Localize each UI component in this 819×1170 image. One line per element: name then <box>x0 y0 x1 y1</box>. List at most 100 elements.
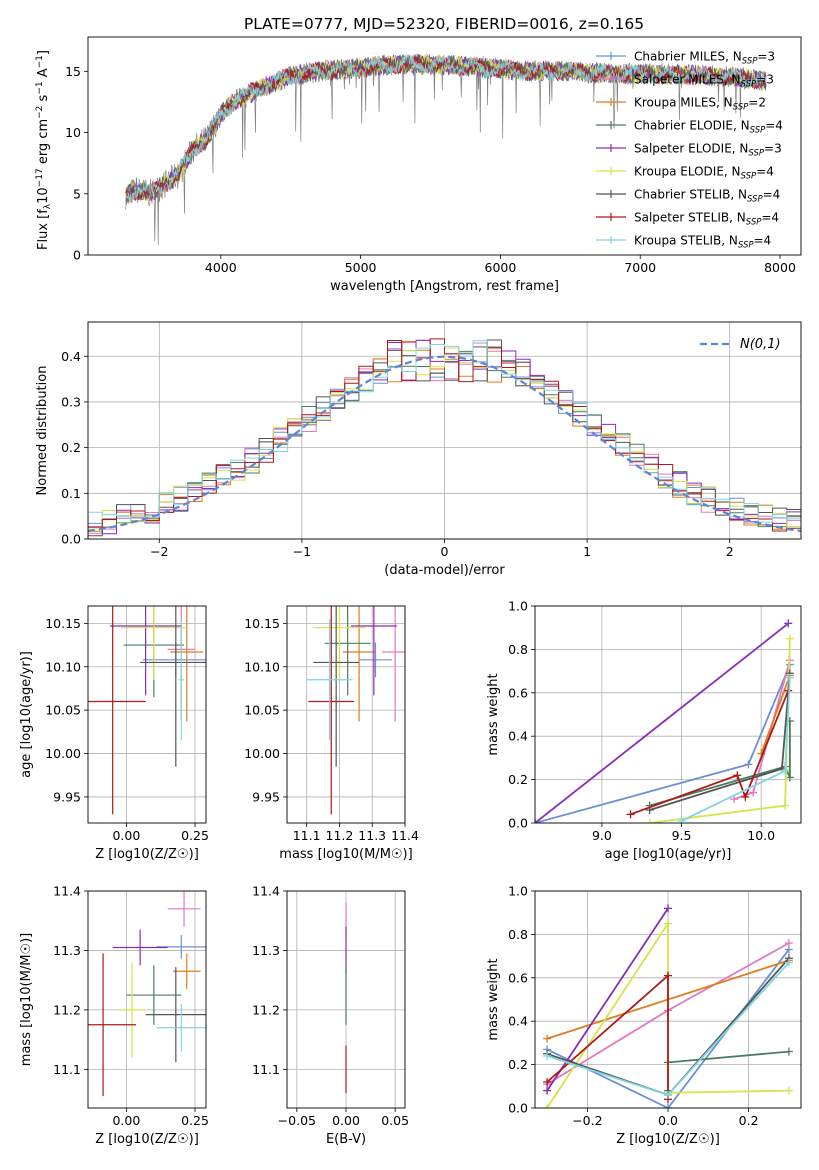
x-tick-label: 2 <box>726 544 734 559</box>
axes-frame <box>534 605 802 824</box>
y-axis-label: Normed distribution <box>35 366 50 496</box>
y-tick-label: 10.00 <box>45 746 81 761</box>
y-tick-label: 0.3 <box>61 394 81 409</box>
errorbar-point <box>359 642 392 678</box>
legend-label: Salpeter ELODIE, NSSP=3 <box>634 142 782 159</box>
y-tick-label: 1.0 <box>508 599 528 614</box>
panel-mass-vs-z: 0.00 0.25 11.1 11.2 11.3 11.4 Z [log10(Z/Z☉)] m… <box>19 884 209 1148</box>
legend-label: Chabrier ELODIE, NSSP=4 <box>634 119 783 136</box>
x-tick-label: 0.0 <box>658 1113 678 1128</box>
y-tick-label: 1.0 <box>508 884 528 899</box>
errorbar-point <box>324 606 371 696</box>
x-tick-label: 11.1 <box>293 828 321 843</box>
errorbar-point <box>145 967 206 1063</box>
y-tick-label: 10.00 <box>244 746 280 761</box>
panel-weight-vs-age: 9.0 9.5 10.0 0.0 0.2 0.4 0.6 0.8 1.0 age [log10(a… <box>486 599 802 862</box>
panel-spectrum: 4000 5000 6000 7000 8000 0 5 10 15 wavelength [An… <box>35 36 802 294</box>
errorbar-point <box>382 606 405 722</box>
x-axis-label: Z [log10(Z/Z☉)] <box>95 1132 199 1147</box>
errorbar-point <box>118 962 146 1058</box>
x-axis-label: E(B-V) <box>326 1132 366 1147</box>
y-axis-label: mass [log10(M/M☉)] <box>19 933 34 1066</box>
figure-title: PLATE=0777, MJD=52320, FIBERID=0016, z=0… <box>244 15 644 33</box>
x-axis-label: Z [log10(Z/Z☉)] <box>616 1132 720 1147</box>
y-tick-label: 10.10 <box>244 659 280 674</box>
x-tick-label: 0 <box>441 544 449 559</box>
normal-curve <box>87 355 802 533</box>
y-tick-label: 10.05 <box>45 703 81 718</box>
y-tick-label: 11.2 <box>53 1002 81 1017</box>
y-tick-label: 0.2 <box>508 1057 528 1072</box>
y-tick-label: 10.10 <box>45 659 81 674</box>
y-tick-label: 15 <box>65 64 81 79</box>
panel-age-vs-mass: 11.1 11.2 11.3 11.4 9.95 10.00 10.05 10.10 10.15… <box>244 605 419 862</box>
y-tick-label: 0.8 <box>508 642 528 657</box>
errorbar-point <box>350 606 397 696</box>
weight-series-8 <box>677 673 794 823</box>
y-tick-label: 11.1 <box>252 1062 280 1077</box>
y-tick-label: 11.4 <box>53 884 81 899</box>
x-tick-label: 10.0 <box>747 828 775 843</box>
x-tick-label: 0.2 <box>739 1113 759 1128</box>
x-tick-label: 0.05 <box>381 1113 409 1128</box>
x-tick-label: 1 <box>583 544 591 559</box>
y-tick-label: 10 <box>65 125 81 140</box>
y-tick-label: 11.2 <box>252 1002 280 1017</box>
axes-frame <box>87 890 207 1109</box>
panel-age-vs-z: 0.00 0.25 9.95 10.00 10.05 10.10 10.15 Z [log10… <box>19 605 209 862</box>
x-axis-label: Z [log10(Z/Z☉)] <box>95 847 199 862</box>
x-tick-label: −0.2 <box>572 1113 602 1128</box>
errorbar-point <box>109 606 182 696</box>
x-tick-label: 7000 <box>624 260 656 275</box>
errorbar-point <box>173 953 201 990</box>
y-tick-label: 11.3 <box>53 943 81 958</box>
errorbar-point <box>306 619 353 741</box>
y-tick-label: 0.8 <box>508 927 528 942</box>
y-tick-label: 0.4 <box>508 1014 528 1029</box>
x-tick-label: 5000 <box>345 260 377 275</box>
x-tick-label: 8000 <box>764 260 796 275</box>
y-axis-label: Flux [fλ10−17 erg cm−2 s−1 A−1] <box>35 50 53 250</box>
errorbar-point <box>140 606 206 767</box>
y-tick-label: 0.0 <box>61 532 81 547</box>
panel-residuals: −2 −1 0 1 2 0.0 0.1 0.2 0.3 0.4 (data-model)/error… <box>35 321 802 578</box>
x-tick-label: 9.5 <box>672 828 692 843</box>
y-tick-label: 5 <box>73 186 81 201</box>
errorbar-point <box>112 929 168 966</box>
y-tick-label: 0.2 <box>61 440 81 455</box>
x-tick-label: 0.00 <box>112 1113 140 1128</box>
x-tick-label: 0.25 <box>181 828 209 843</box>
panel-weight-vs-z: −0.2 0.0 0.2 0.0 0.2 0.4 0.6 0.8 1.0 Z [log10(Z/Z… <box>486 884 802 1147</box>
x-tick-label: 4000 <box>205 260 237 275</box>
axes-frame <box>286 890 406 1109</box>
axes-frame <box>534 890 802 1109</box>
x-axis-label: mass [log10(M/M☉)] <box>279 847 412 862</box>
y-tick-label: 0 <box>73 248 81 263</box>
errorbar-point <box>88 606 146 815</box>
y-tick-label: 0.0 <box>508 816 528 831</box>
y-tick-label: 0.4 <box>508 729 528 744</box>
x-tick-label: 0.00 <box>112 828 140 843</box>
legend-label: N(0,1) <box>740 337 781 352</box>
legend-label: Kroupa STELIB, NSSP=4 <box>634 234 771 251</box>
y-tick-label: 0.6 <box>508 970 528 985</box>
x-tick-label: 11.2 <box>326 828 354 843</box>
y-axis-label: mass weight <box>486 673 501 755</box>
axes-frame <box>87 605 207 824</box>
x-tick-label: −0.05 <box>278 1113 316 1128</box>
y-axis-label: age [log10(age/yr)] <box>19 651 34 778</box>
x-axis-label: (data-model)/error <box>384 563 505 578</box>
x-tick-label: 11.4 <box>391 828 419 843</box>
legend-label: Salpeter MILES, NSSP=3 <box>634 73 774 90</box>
errorbar-point <box>88 953 137 1097</box>
x-tick-label: 0.25 <box>181 1113 209 1128</box>
model-spectrum-8 <box>125 53 767 203</box>
y-tick-label: 0.0 <box>508 1101 528 1116</box>
y-tick-label: 0.6 <box>508 685 528 700</box>
y-tick-label: 9.95 <box>53 789 81 804</box>
y-tick-label: 11.3 <box>252 943 280 958</box>
axes-frame <box>286 605 406 824</box>
x-axis-label: wavelength [Angstrom, rest frame] <box>330 279 559 294</box>
legend-label: Salpeter STELIB, NSSP=4 <box>634 211 779 228</box>
